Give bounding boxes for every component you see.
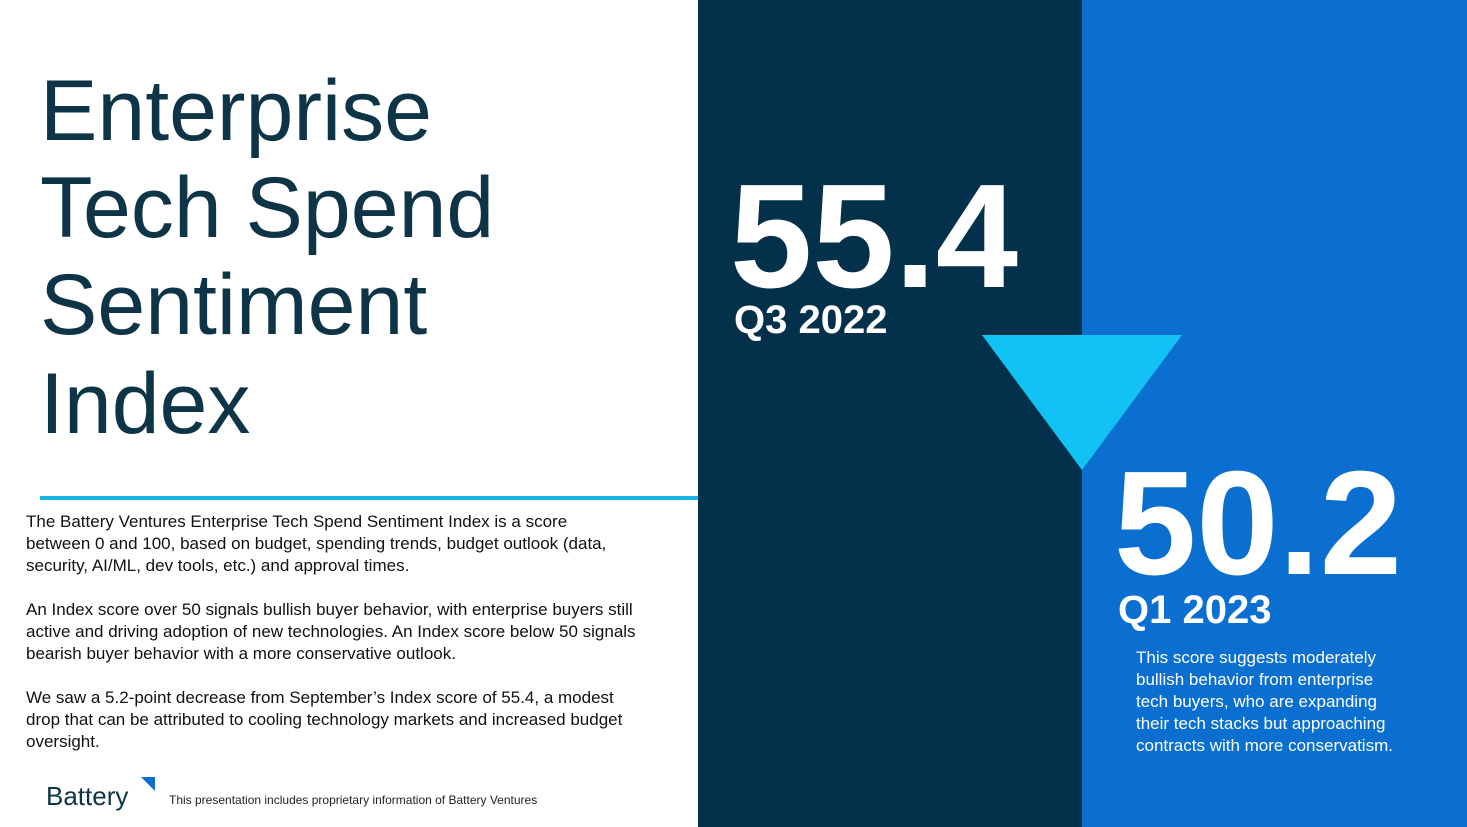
note-line: bullish behavior from enterprise bbox=[1136, 670, 1373, 689]
description-line: The Battery Ventures Enterprise Tech Spe… bbox=[26, 512, 567, 531]
score-period: Q3 2022 bbox=[734, 298, 887, 342]
note-line: contracts with more conservatism. bbox=[1136, 736, 1393, 755]
description-line: bearish buyer behavior with a more conse… bbox=[26, 644, 456, 663]
description-line: between 0 and 100, based on budget, spen… bbox=[26, 534, 606, 553]
score-period: Q1 2023 bbox=[1118, 588, 1271, 632]
score-value: 55.4 bbox=[730, 154, 1018, 319]
description-line: security, AI/ML, dev tools, etc.) and ap… bbox=[26, 556, 409, 575]
logo-mark bbox=[141, 777, 155, 791]
description-line: active and driving adoption of new techn… bbox=[26, 622, 636, 641]
logo: Battery bbox=[46, 781, 128, 811]
note-line: tech buyers, who are expanding bbox=[1136, 692, 1377, 711]
description-line: We saw a 5.2-point decrease from Septemb… bbox=[26, 688, 614, 707]
description: The Battery Ventures Enterprise Tech Spe… bbox=[26, 512, 636, 751]
description-line: drop that can be attributed to cooling t… bbox=[26, 710, 623, 729]
note-line: This score suggests moderately bbox=[1136, 648, 1376, 667]
description-line: An Index score over 50 signals bullish b… bbox=[26, 600, 633, 619]
title-line: Tech Spend bbox=[40, 160, 494, 256]
dark-panel bbox=[698, 0, 1082, 827]
disclaimer: This presentation includes proprietary i… bbox=[169, 793, 537, 807]
score-value: 50.2 bbox=[1114, 441, 1402, 606]
description-line: oversight. bbox=[26, 732, 100, 751]
blue-panel bbox=[1082, 0, 1467, 827]
title-line: Sentiment bbox=[40, 257, 427, 353]
note-line: their tech stacks but approaching bbox=[1136, 714, 1385, 733]
down-arrow bbox=[982, 335, 1182, 470]
title-line: Index bbox=[40, 356, 250, 452]
score-note: This score suggests moderately bullish b… bbox=[1136, 648, 1393, 755]
title-line: Enterprise bbox=[40, 63, 432, 159]
